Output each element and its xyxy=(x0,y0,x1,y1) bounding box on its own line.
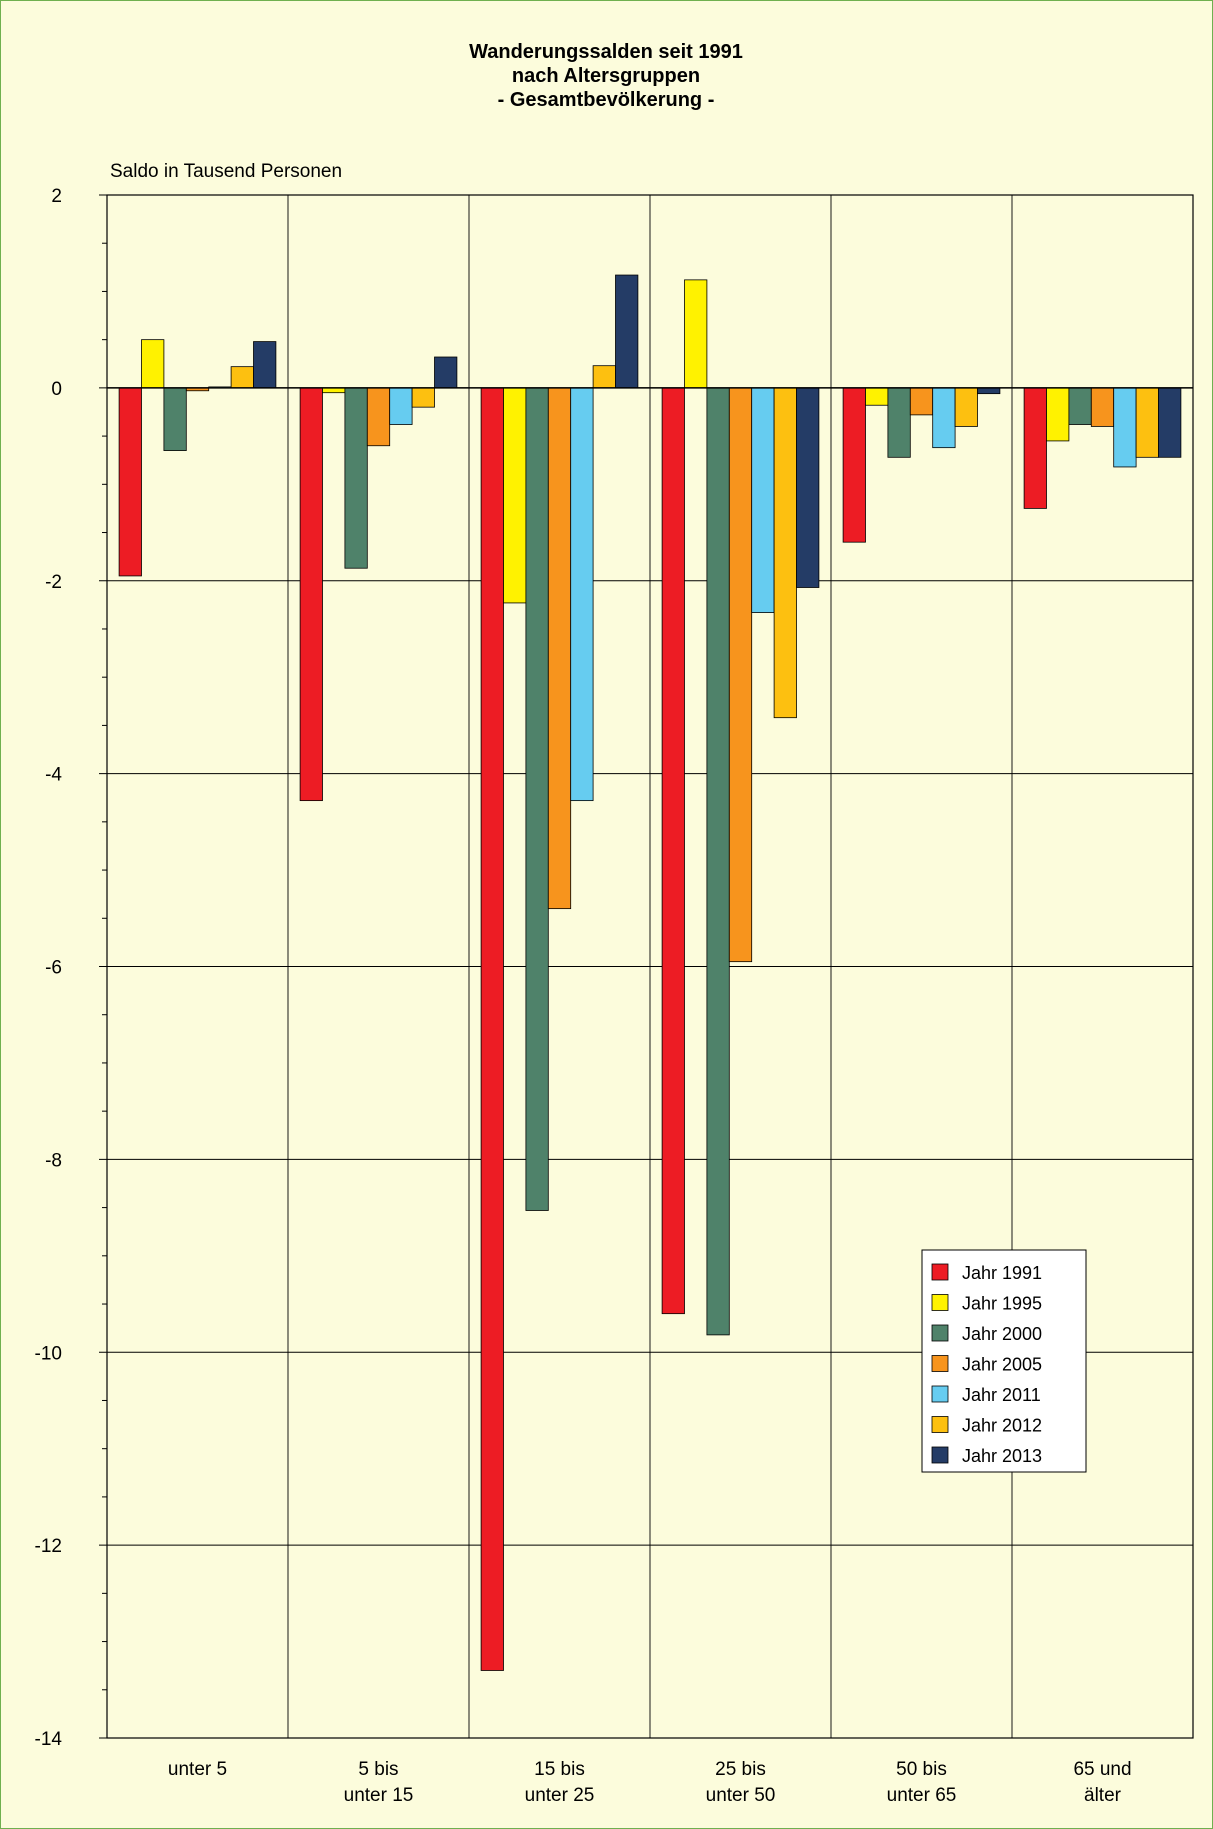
legend-swatch xyxy=(931,1446,949,1464)
bar xyxy=(615,274,639,389)
bar xyxy=(887,387,911,458)
legend-swatch xyxy=(931,1416,949,1433)
legend-label: Jahr 2013 xyxy=(962,1446,1042,1466)
bar xyxy=(503,387,527,604)
chart-title-line-3: - Gesamtbevölkerung - xyxy=(498,89,715,111)
bar xyxy=(411,387,435,408)
bar xyxy=(389,387,413,425)
bar xyxy=(909,387,934,416)
bar xyxy=(1090,387,1115,427)
legend-label: Jahr 2011 xyxy=(962,1385,1041,1405)
x-category-label: 25 bis xyxy=(715,1759,766,1780)
legend-swatch xyxy=(931,1385,949,1403)
bar xyxy=(592,365,616,389)
legend-label: Jahr 1991 xyxy=(962,1263,1042,1283)
bar xyxy=(344,387,368,569)
x-category-label: unter 25 xyxy=(525,1785,595,1806)
bar xyxy=(547,387,572,910)
bar xyxy=(954,387,978,427)
bar xyxy=(842,387,866,543)
y-axis: 2 0 -2 -4 -6 -8 -10 -12 -14 xyxy=(35,186,107,1750)
legend: Jahr 1991 Jahr 1995 Jahr 2000 Jahr 2005 Jahr… xyxy=(921,1249,1087,1473)
bar xyxy=(118,387,142,577)
x-category-label: unter 5 xyxy=(168,1759,227,1780)
y-tick-label: 0 xyxy=(51,379,62,400)
bar xyxy=(299,387,323,802)
x-category-label: unter 15 xyxy=(344,1785,414,1806)
bar xyxy=(434,356,458,389)
legend-swatch xyxy=(931,1324,949,1342)
bar xyxy=(1113,387,1137,468)
bar xyxy=(1046,387,1070,442)
x-category-label: 5 bis xyxy=(358,1759,398,1780)
x-category-label: 50 bis xyxy=(896,1759,947,1780)
y-tick-label: -8 xyxy=(45,1150,62,1171)
x-category-label: unter 65 xyxy=(887,1785,957,1806)
bar xyxy=(322,387,346,394)
legend-swatch xyxy=(931,1263,949,1281)
y-tick-label: -6 xyxy=(45,958,62,979)
legend-label: Jahr 2005 xyxy=(962,1355,1042,1375)
bar xyxy=(661,387,685,1315)
x-axis: unter 5 5 bis unter 15 15 bis unter 25 25 bis… xyxy=(168,1759,1132,1806)
bar xyxy=(706,387,730,1336)
x-category-label: älter xyxy=(1084,1785,1122,1806)
bar xyxy=(1158,387,1182,458)
chart-title-line-1: Wanderungssalden seit 1991 xyxy=(469,41,743,63)
bar xyxy=(230,366,254,389)
bar xyxy=(1135,387,1159,458)
x-category-label: 65 und xyxy=(1073,1759,1131,1780)
bar xyxy=(728,387,753,963)
x-category-label: unter 50 xyxy=(706,1785,776,1806)
bar xyxy=(773,387,797,719)
legend-box xyxy=(921,1249,1087,1473)
y-tick-label: -14 xyxy=(35,1729,63,1750)
legend-label: Jahr 2000 xyxy=(962,1324,1042,1344)
y-tick-label: -4 xyxy=(45,765,62,786)
bar xyxy=(684,279,708,389)
y-tick-label: -10 xyxy=(35,1343,62,1364)
bar xyxy=(977,387,1001,395)
bar xyxy=(253,341,277,389)
bar xyxy=(865,387,889,406)
y-tick-label: -2 xyxy=(45,572,62,593)
bar xyxy=(525,387,549,1211)
chart-title-line-2: nach Altersgruppen xyxy=(512,65,700,87)
legend-swatch xyxy=(931,1294,949,1311)
bar xyxy=(570,387,594,802)
bar xyxy=(932,387,956,449)
bar xyxy=(796,387,820,588)
bar xyxy=(366,387,391,447)
legend-swatch xyxy=(931,1355,949,1372)
bar xyxy=(1068,387,1092,425)
grid-lines xyxy=(107,194,1193,1739)
bar xyxy=(141,339,165,389)
legend-label: Jahr 1995 xyxy=(962,1294,1042,1314)
bar xyxy=(163,387,187,451)
bar xyxy=(1023,387,1047,509)
x-category-label: 15 bis xyxy=(534,1759,585,1780)
y-tick-label: 2 xyxy=(51,186,62,207)
legend-label: Jahr 2012 xyxy=(962,1416,1042,1436)
y-axis-label: Saldo in Tausend Personen xyxy=(110,161,342,182)
bar xyxy=(480,387,504,1671)
y-tick-label: -12 xyxy=(35,1536,62,1557)
bar xyxy=(751,387,775,613)
bars xyxy=(118,274,1182,1671)
